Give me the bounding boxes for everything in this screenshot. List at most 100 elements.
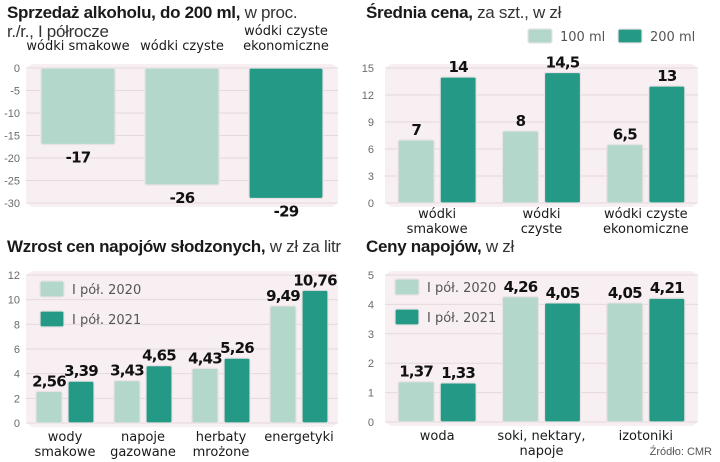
chart-subtitle-sweet: w zł za litr bbox=[269, 237, 341, 256]
y-tick-label-sales: -25 bbox=[4, 176, 20, 188]
data-label-drinks: 1,33 bbox=[441, 364, 475, 382]
bar-avgprice-200-ml bbox=[543, 71, 582, 204]
data-label-sweet: 5,26 bbox=[220, 339, 254, 357]
bar-sales-value bbox=[144, 67, 220, 186]
y-tick-label-drinks: 2 bbox=[368, 358, 374, 370]
legend-label-drinks: I pół. 2020 bbox=[427, 281, 496, 296]
legend-label-sweet: I pół. 2020 bbox=[72, 283, 141, 298]
bar-sales-value bbox=[248, 67, 324, 200]
data-label-sweet: 4,65 bbox=[142, 347, 176, 365]
bar-sweet-I-pół.-2021 bbox=[67, 380, 95, 424]
chart-title-sweet: Wzrost cen napojów słodzonych, w zł za l… bbox=[7, 237, 341, 256]
data-label-drinks: 4,21 bbox=[650, 279, 684, 297]
bar-sweet-I-pół.-2021 bbox=[301, 289, 329, 424]
legend-label-avgprice: 200 ml bbox=[650, 30, 695, 45]
chart-title-sales-main: Sprzedaż alkoholu, do 200 ml, bbox=[7, 3, 241, 22]
y-tick-label-sales: -20 bbox=[4, 153, 20, 165]
y-tick-label-sweet: 12 bbox=[8, 270, 20, 282]
bar-sweet-I-pół.-2020 bbox=[269, 305, 297, 424]
category-label-avgprice: wódki bbox=[418, 207, 456, 222]
chart-title-drinks-main: Ceny napojów, bbox=[366, 237, 482, 256]
y-tick-label-drinks: 1 bbox=[368, 388, 374, 400]
category-label-sweet: napoje bbox=[121, 430, 165, 445]
bar-drinks-I-pół.-2021 bbox=[648, 297, 686, 423]
bar-drinks-I-pół.-2020 bbox=[397, 381, 435, 423]
data-label-sweet: 10,76 bbox=[293, 271, 337, 289]
y-tick-label-sweet: 0 bbox=[14, 418, 20, 430]
y-tick-label-sweet: 6 bbox=[14, 344, 20, 356]
legend-swatch-sweet bbox=[39, 280, 65, 298]
legend-swatch-avgprice bbox=[527, 28, 553, 44]
y-tick-label-sweet: 4 bbox=[14, 369, 20, 381]
legend-label-drinks: I pół. 2021 bbox=[427, 311, 496, 326]
category-label-avgprice: ekonomiczne bbox=[603, 222, 689, 237]
category-label-sweet: smakowe bbox=[34, 445, 95, 460]
y-tick-label-drinks: 4 bbox=[368, 299, 374, 311]
data-label-sweet: 4,43 bbox=[188, 349, 222, 367]
data-label-drinks: 4,05 bbox=[608, 284, 642, 302]
chart-subtitle-sales: w proc. r./r., I półrocze bbox=[7, 3, 298, 41]
bar-drinks-I-pół.-2020 bbox=[501, 296, 540, 423]
data-label-drinks: 1,37 bbox=[399, 363, 433, 381]
category-label-drinks: woda bbox=[420, 429, 455, 444]
data-label-avgprice: 6,5 bbox=[613, 126, 638, 144]
data-label-avgprice: 7 bbox=[411, 121, 421, 139]
category-label-avgprice: wódki bbox=[523, 207, 561, 222]
y-tick-label-sales: -15 bbox=[4, 131, 20, 143]
bar-sweet-I-pół.-2020 bbox=[191, 367, 219, 424]
category-label-drinks: soki, nektary, bbox=[497, 429, 585, 444]
bar-drinks-I-pół.-2021 bbox=[543, 302, 582, 423]
data-label-sales: -29 bbox=[274, 203, 299, 221]
data-label-sweet: 3,43 bbox=[110, 362, 144, 380]
data-label-sales: -26 bbox=[170, 189, 195, 207]
data-label-sweet: 9,49 bbox=[266, 287, 300, 305]
category-label-sweet: gazowane bbox=[110, 445, 176, 460]
chart-title-avgprice: Średnia cena, za szt., w zł bbox=[366, 3, 561, 22]
bar-drinks-I-pół.-2020 bbox=[606, 302, 644, 423]
bar-sweet-I-pół.-2020 bbox=[35, 390, 63, 424]
y-tick-label-sales: -30 bbox=[4, 198, 20, 210]
category-label-sales: wódki smakowe bbox=[26, 39, 129, 54]
data-label-avgprice: 14,5 bbox=[546, 54, 580, 72]
y-tick-label-drinks: 5 bbox=[368, 270, 374, 282]
data-label-avgprice: 13 bbox=[657, 67, 677, 85]
y-tick-label-drinks: 0 bbox=[368, 417, 374, 429]
bar-avgprice-200-ml bbox=[648, 85, 686, 204]
legend-swatch-drinks bbox=[394, 308, 420, 326]
legend-swatch-drinks bbox=[394, 278, 420, 296]
bar-sweet-I-pół.-2021 bbox=[145, 365, 173, 424]
category-label-sweet: mrożone bbox=[193, 445, 250, 460]
bar-sales-value bbox=[40, 67, 116, 146]
data-label-avgprice: 14 bbox=[449, 58, 469, 76]
y-tick-label-sweet: 2 bbox=[14, 393, 20, 405]
legend-swatch-sweet bbox=[39, 310, 65, 328]
category-label-drinks: napoje bbox=[519, 444, 563, 459]
bar-avgprice-200-ml bbox=[439, 76, 477, 204]
y-tick-label-avgprice: 12 bbox=[362, 90, 374, 102]
legend-label-avgprice: 100 ml bbox=[560, 30, 605, 45]
y-tick-label-avgprice: 3 bbox=[368, 171, 374, 183]
category-label-drinks: izotoniki bbox=[619, 429, 673, 444]
chart-title-drinks: Ceny napojów, w zł bbox=[366, 237, 514, 256]
y-tick-label-sales: 0 bbox=[14, 63, 20, 75]
chart-subtitle-drinks: w zł bbox=[485, 237, 514, 256]
bar-sweet-I-pół.-2021 bbox=[223, 357, 251, 424]
y-tick-label-avgprice: 6 bbox=[368, 144, 374, 156]
category-label-sweet: wody bbox=[48, 430, 83, 445]
data-label-sweet: 3,39 bbox=[64, 362, 98, 380]
category-label-avgprice: czyste bbox=[521, 222, 563, 237]
source-note: Źródło: CMR bbox=[649, 446, 712, 458]
category-label-sales: wódki czyste bbox=[140, 39, 224, 54]
category-label-sales: ekonomiczne bbox=[243, 39, 329, 54]
data-label-drinks: 4,05 bbox=[546, 284, 580, 302]
y-tick-label-sweet: 8 bbox=[14, 319, 20, 331]
y-tick-label-sales: -10 bbox=[4, 108, 20, 120]
category-label-avgprice: wódki czyste bbox=[604, 207, 688, 222]
category-label-sales: wódki czyste bbox=[244, 24, 328, 39]
legend-label-sweet: I pół. 2021 bbox=[72, 313, 141, 328]
category-label-sweet: herbaty bbox=[196, 430, 247, 445]
y-tick-label-sweet: 10 bbox=[8, 295, 20, 307]
bar-avgprice-100-ml bbox=[501, 130, 540, 204]
category-label-avgprice: smakowe bbox=[407, 222, 468, 237]
category-label-sweet: energetyki bbox=[264, 430, 334, 445]
